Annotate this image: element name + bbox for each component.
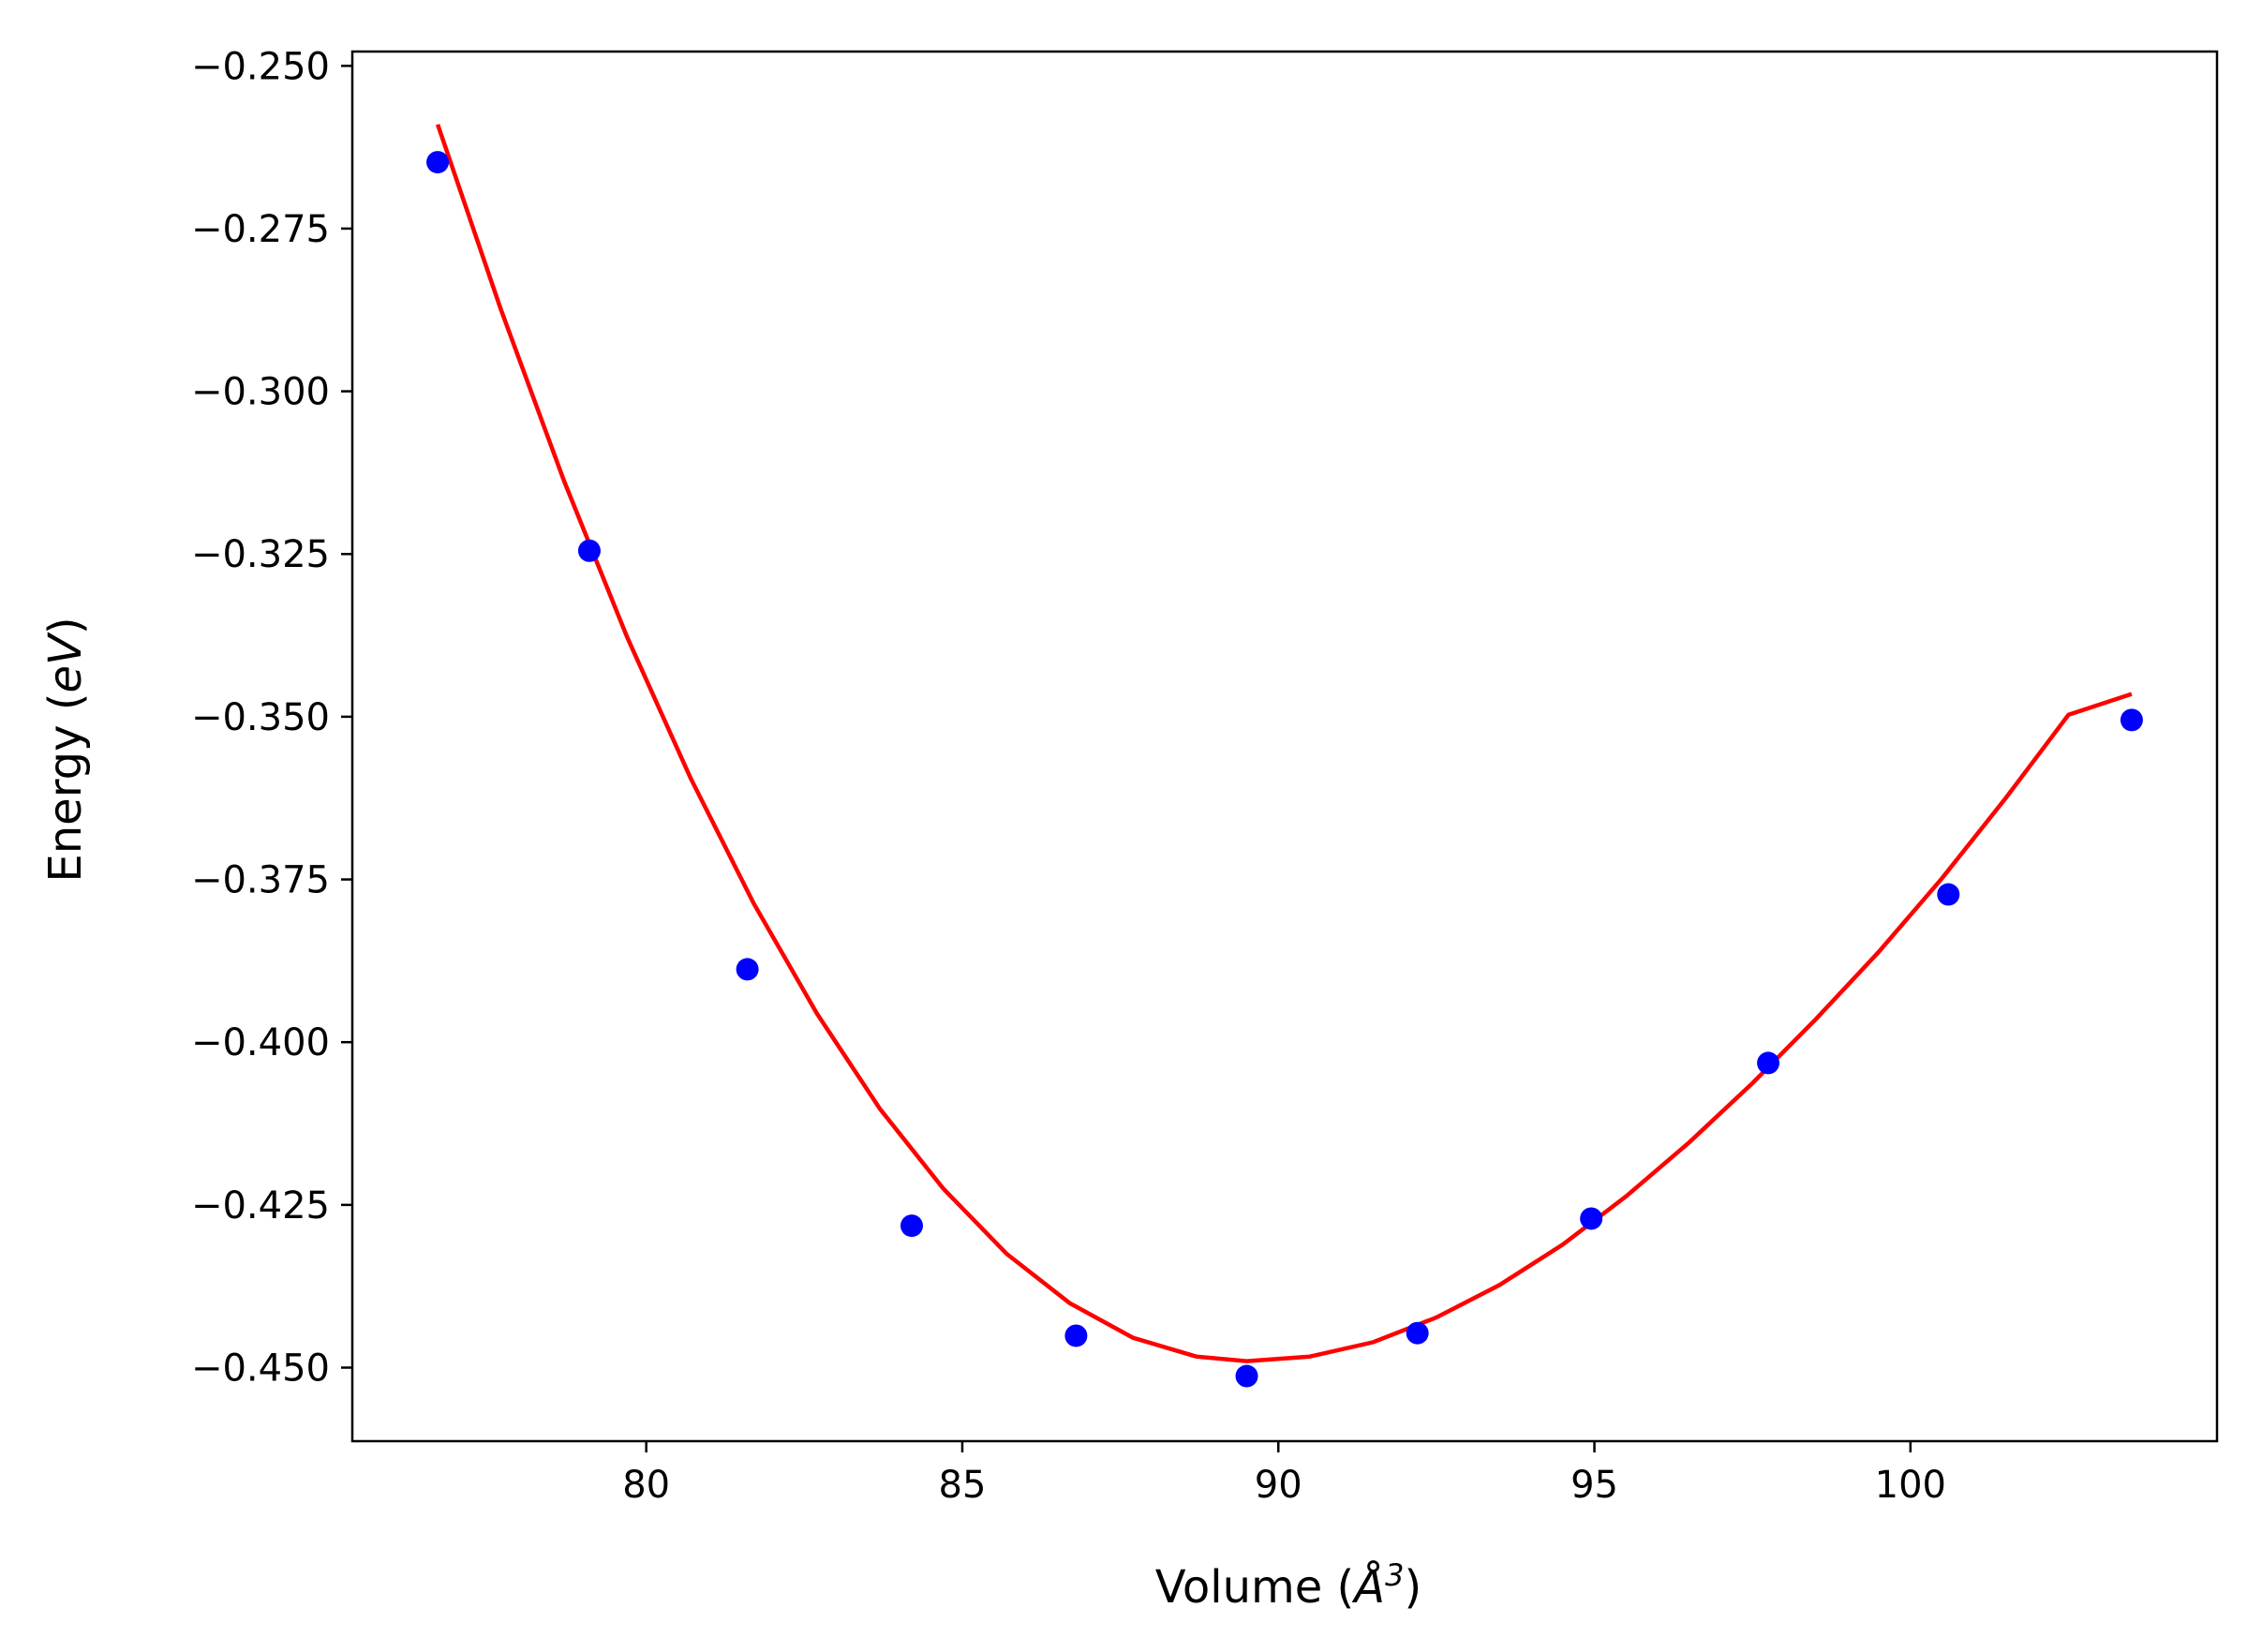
x-tick-label: 85 bbox=[939, 1464, 987, 1507]
fit-curve-line bbox=[435, 124, 2133, 1363]
y-tick-label: −0.300 bbox=[191, 371, 330, 414]
x-tick-label: 100 bbox=[1875, 1464, 1946, 1507]
y-tick-label: −0.375 bbox=[191, 859, 330, 902]
x-axis-label: Volume (Å3) bbox=[1155, 1557, 1421, 1614]
y-axis-label: Energy (eV) bbox=[39, 617, 92, 882]
data-point bbox=[1064, 1324, 1088, 1347]
data-point bbox=[1757, 1051, 1780, 1075]
data-points bbox=[426, 151, 2143, 1388]
data-point bbox=[426, 151, 450, 174]
y-tick-label: −0.450 bbox=[191, 1347, 330, 1391]
data-point bbox=[1406, 1321, 1429, 1345]
y-axis: −0.250 −0.275 −0.300 −0.325 −0.350 −0.375 −0.4… bbox=[191, 45, 352, 1391]
data-point bbox=[1235, 1364, 1258, 1388]
y-tick-label: −0.350 bbox=[191, 696, 330, 739]
x-axis: 80 85 90 95 100 bbox=[622, 1441, 1946, 1507]
data-point bbox=[1580, 1207, 1603, 1230]
y-tick-label: −0.250 bbox=[191, 45, 330, 88]
data-point bbox=[900, 1214, 923, 1238]
data-point bbox=[1937, 883, 1960, 906]
x-tick-label: 80 bbox=[622, 1464, 670, 1507]
data-point bbox=[2120, 708, 2143, 732]
y-tick-label: −0.325 bbox=[191, 533, 330, 576]
y-tick-label: −0.425 bbox=[191, 1184, 330, 1228]
axes-frame bbox=[350, 50, 2219, 1443]
data-point bbox=[736, 958, 759, 981]
x-tick-label: 90 bbox=[1255, 1464, 1302, 1507]
y-tick-label: −0.400 bbox=[191, 1021, 330, 1064]
y-tick-label: −0.275 bbox=[191, 208, 330, 251]
plot-area bbox=[426, 124, 2143, 1388]
data-point bbox=[577, 539, 601, 562]
x-tick-label: 95 bbox=[1570, 1464, 1618, 1507]
